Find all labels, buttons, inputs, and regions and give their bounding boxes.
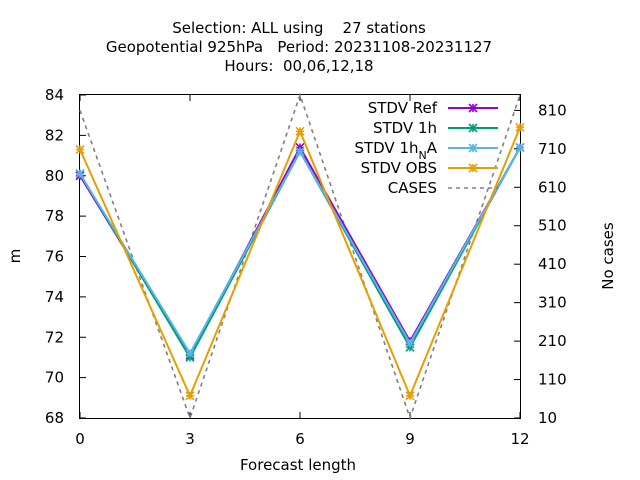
title-line-3: Hours: 00,06,12,18 xyxy=(224,57,373,75)
series-stdv-ref xyxy=(75,142,525,360)
x-tick-label: 9 xyxy=(405,430,415,448)
legend-item-cases: CASES xyxy=(388,179,498,197)
data-point-stdv-obs xyxy=(75,144,85,155)
data-point-stdv-1h-na xyxy=(75,169,85,179)
y-tick-label: 78 xyxy=(45,207,64,225)
legend-item-stdv-1h: STDV 1h xyxy=(373,119,498,137)
y-tick-label: 80 xyxy=(45,167,64,185)
y2-tick-label: 210 xyxy=(538,332,567,350)
legend-marker xyxy=(468,103,478,113)
data-point-stdv-1h-na xyxy=(295,146,305,157)
legend-label: STDV Ref xyxy=(368,99,438,117)
chart-title: Selection: ALL using 27 stations Geopote… xyxy=(106,19,492,75)
legend-item-stdv-1h-na: STDV 1hNA xyxy=(354,139,498,162)
data-point-stdv-1h-na xyxy=(405,338,415,348)
data-point-stdv-obs xyxy=(185,391,195,401)
series-stdv-1h-na xyxy=(75,142,525,358)
y-axis-label: m xyxy=(6,249,24,264)
data-point-stdv-1h xyxy=(405,342,415,352)
legend-label: CASES xyxy=(388,179,437,197)
series-stdv-1h xyxy=(75,142,525,363)
legend-label: STDV 1hNA xyxy=(354,139,437,162)
y2-tick-label: 10 xyxy=(538,409,557,427)
legend-item-stdv-obs: STDV OBS xyxy=(361,159,498,177)
data-point-stdv-1h-na xyxy=(185,348,195,358)
y2-tick-label: 510 xyxy=(538,217,567,235)
y-tick-label: 84 xyxy=(45,86,64,104)
series-cases xyxy=(79,92,521,421)
data-point-stdv-ref xyxy=(295,142,305,153)
data-point-stdv-obs xyxy=(405,391,415,401)
y2-axis-label: No cases xyxy=(599,222,617,290)
legend-item-stdv-ref: STDV Ref xyxy=(368,99,498,117)
y2-tick-label: 310 xyxy=(538,294,567,312)
y-tick-label: 74 xyxy=(45,288,64,306)
series-layer xyxy=(75,92,525,421)
plot-frame xyxy=(79,94,521,419)
y2-tick-label: 710 xyxy=(538,140,567,158)
x-tick-label: 12 xyxy=(510,430,529,448)
x-tick-label: 0 xyxy=(75,430,85,448)
y-tick-label: 70 xyxy=(45,369,64,387)
y-tick-label: 76 xyxy=(45,248,64,266)
legend-marker xyxy=(468,143,478,153)
data-point-stdv-obs xyxy=(515,122,525,132)
y-tick-label: 72 xyxy=(45,328,64,346)
y2-tick-label: 410 xyxy=(538,255,567,273)
series-line-stdv-1h xyxy=(79,147,521,360)
y-axis-right: 10 110 210 310 410 510 610 710 810 xyxy=(514,101,567,427)
title-line-1: Selection: ALL using 27 stations xyxy=(172,19,426,37)
y-tick-label: 82 xyxy=(45,126,64,144)
x-tick-label: 6 xyxy=(295,430,305,448)
y-axis-left: 68 70 72 74 76 78 80 82 84 xyxy=(45,86,86,427)
x-axis-label: Forecast length xyxy=(240,456,356,474)
x-axis: 0 3 6 9 12 xyxy=(75,95,530,448)
title-line-2: Geopotential 925hPa Period: 20231108-202… xyxy=(106,38,492,56)
x-tick-label: 3 xyxy=(185,430,195,448)
series-stdv-obs xyxy=(75,122,525,401)
legend-label: STDV 1h xyxy=(373,119,437,137)
legend-label: STDV OBS xyxy=(361,159,437,177)
legend-marker xyxy=(468,163,478,173)
series-line-stdv-1h-na xyxy=(79,146,521,356)
data-point-stdv-obs xyxy=(295,126,305,136)
y-tick-label: 68 xyxy=(45,409,64,427)
y2-tick-label: 110 xyxy=(538,371,567,389)
legend-marker xyxy=(468,123,478,133)
series-line-cases xyxy=(79,92,521,421)
y2-tick-label: 610 xyxy=(538,178,567,196)
y2-tick-label: 810 xyxy=(538,101,567,119)
series-line-stdv-ref xyxy=(79,145,521,358)
data-point-stdv-1h-na xyxy=(515,142,525,153)
